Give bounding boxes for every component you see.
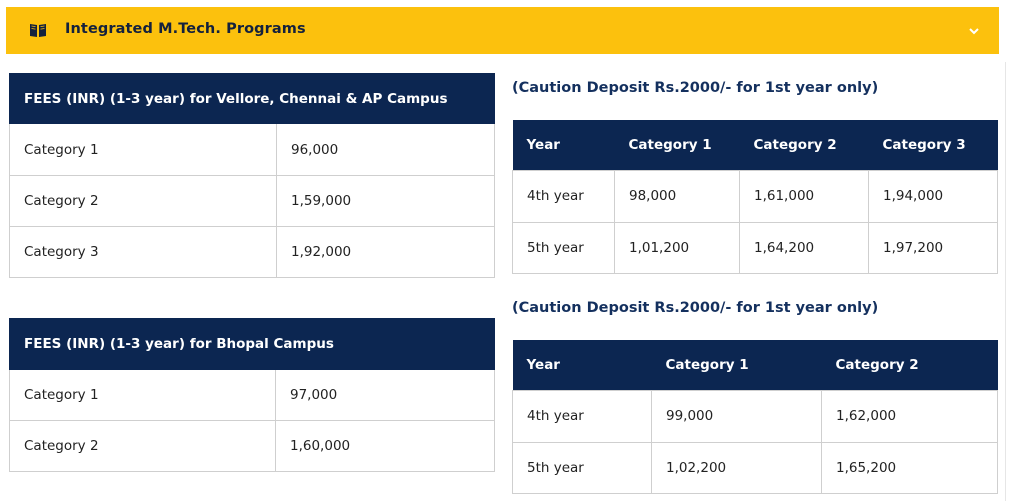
table-row: Category 2 1,60,000 [9,420,495,472]
open-book-icon [30,24,46,37]
fee-value: 1,65,200 [821,441,998,494]
fees-table-4th-5th-year-three-categories: Year Category 1 Category 2 Category 3 4t… [512,120,998,274]
category-label: Category 3 [9,226,277,278]
year-cell: 5th year [512,221,615,274]
table-row: 4th year 99,000 1,62,000 [512,389,998,443]
category-label: Category 1 [9,123,277,176]
caution-deposit-caption: (Caution Deposit Rs.2000/- for 1st year … [512,300,879,316]
category-label: Category 1 [9,369,276,421]
fee-value: 96,000 [275,123,496,176]
table-row: Category 1 97,000 [9,369,495,421]
table-row: Category 1 96,000 [9,123,496,176]
fees-table-4th-5th-year-bhopal: Year Category 1 Category 2 4th year 99,0… [512,340,998,494]
accordion-header-integrated-mtech[interactable]: Integrated M.Tech. Programs [6,7,999,54]
accordion-panel [6,62,1006,501]
fees-table-header: FEES (INR) (1-3 year) for Vellore, Chenn… [8,73,496,124]
fees-table-vellore-chennai-ap: FEES (INR) (1-3 year) for Vellore, Chenn… [8,73,496,278]
table-row: Category 3 1,92,000 [9,226,496,278]
year-cell: 4th year [512,389,652,443]
column-header: Category 1 [614,120,740,170]
caution-deposit-caption: (Caution Deposit Rs.2000/- for 1st year … [512,80,879,96]
column-header: Year [512,340,652,390]
fee-value: 1,64,200 [739,221,869,274]
fee-value: 1,01,200 [614,221,740,274]
year-cell: 4th year [512,169,615,223]
fees-table-bhopal: FEES (INR) (1-3 year) for Bhopal Campus … [9,318,495,472]
fee-value: 99,000 [651,389,822,443]
table-row: 4th year 98,000 1,61,000 1,94,000 [512,169,998,223]
fee-value: 1,92,000 [275,226,496,278]
fee-value: 1,94,000 [868,169,998,223]
fee-value: 1,02,200 [651,441,822,494]
fees-table-header: FEES (INR) (1-3 year) for Bhopal Campus [9,318,495,370]
accordion-title: Integrated M.Tech. Programs [65,21,306,37]
column-header: Year [512,120,615,170]
fee-value: 1,97,200 [868,221,998,274]
fee-value: 98,000 [614,169,740,223]
year-cell: 5th year [512,441,652,494]
table-row: 5th year 1,01,200 1,64,200 1,97,200 [512,221,998,274]
category-label: Category 2 [9,175,277,227]
column-header: Category 3 [868,120,998,170]
table-row: 5th year 1,02,200 1,65,200 [512,441,998,494]
column-header: Category 1 [651,340,822,390]
fee-value: 1,59,000 [275,175,496,227]
fee-value: 1,62,000 [821,389,998,443]
fee-value: 97,000 [275,369,495,421]
category-label: Category 2 [9,420,276,472]
fee-value: 1,61,000 [739,169,869,223]
table-row: Category 2 1,59,000 [9,175,496,227]
chevron-down-icon[interactable] [968,26,980,36]
column-header: Category 2 [821,340,998,390]
column-header: Category 2 [739,120,869,170]
fee-value: 1,60,000 [275,420,495,472]
